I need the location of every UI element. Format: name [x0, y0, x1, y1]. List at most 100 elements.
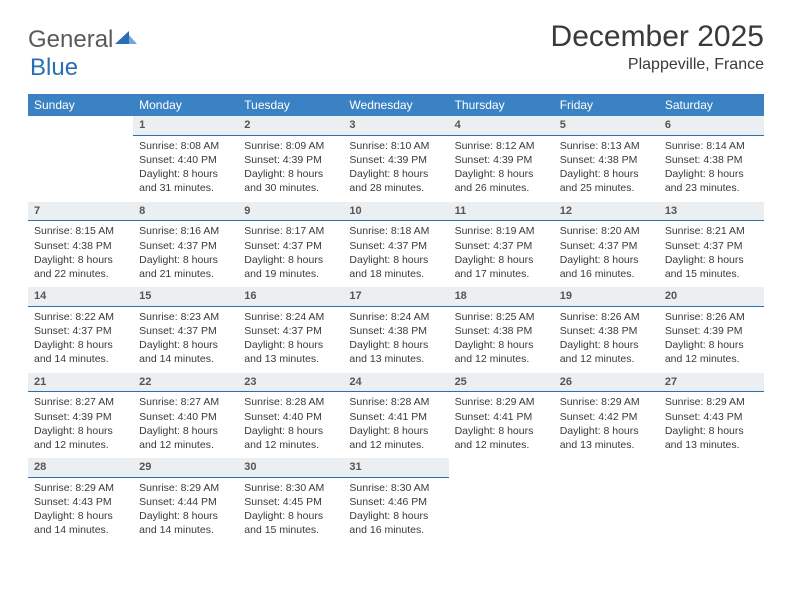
sunrise-text: Sunrise: 8:28 AM	[244, 395, 337, 409]
calendar-day-cell: 29Sunrise: 8:29 AMSunset: 4:44 PMDayligh…	[133, 458, 238, 544]
sunrise-text: Sunrise: 8:30 AM	[349, 481, 442, 495]
weekday-header: Friday	[554, 94, 659, 116]
day-details: Sunrise: 8:19 AMSunset: 4:37 PMDaylight:…	[449, 221, 554, 287]
weekday-header: Thursday	[449, 94, 554, 116]
daylight-text: Daylight: 8 hours and 12 minutes.	[455, 424, 548, 452]
title-block: December 2025 Plappeville, France	[551, 20, 764, 74]
day-details: Sunrise: 8:29 AMSunset: 4:43 PMDaylight:…	[28, 478, 133, 544]
day-number: 15	[133, 287, 238, 307]
sunset-text: Sunset: 4:38 PM	[34, 239, 127, 253]
calendar-day-cell: 24Sunrise: 8:28 AMSunset: 4:41 PMDayligh…	[343, 373, 448, 459]
day-number: 3	[343, 116, 448, 136]
sunset-text: Sunset: 4:37 PM	[139, 239, 232, 253]
daylight-text: Daylight: 8 hours and 26 minutes.	[455, 167, 548, 195]
day-number: 1	[133, 116, 238, 136]
calendar-day-cell: 4Sunrise: 8:12 AMSunset: 4:39 PMDaylight…	[449, 116, 554, 202]
day-details: Sunrise: 8:14 AMSunset: 4:38 PMDaylight:…	[659, 136, 764, 202]
sunrise-text: Sunrise: 8:29 AM	[455, 395, 548, 409]
day-number: 5	[554, 116, 659, 136]
day-details: Sunrise: 8:17 AMSunset: 4:37 PMDaylight:…	[238, 221, 343, 287]
day-number: 23	[238, 373, 343, 393]
month-title: December 2025	[551, 20, 764, 54]
sunset-text: Sunset: 4:38 PM	[349, 324, 442, 338]
day-details: Sunrise: 8:30 AMSunset: 4:45 PMDaylight:…	[238, 478, 343, 544]
calendar-day-cell: 6Sunrise: 8:14 AMSunset: 4:38 PMDaylight…	[659, 116, 764, 202]
daylight-text: Daylight: 8 hours and 25 minutes.	[560, 167, 653, 195]
sunset-text: Sunset: 4:37 PM	[139, 324, 232, 338]
weekday-header: Tuesday	[238, 94, 343, 116]
day-details: Sunrise: 8:18 AMSunset: 4:37 PMDaylight:…	[343, 221, 448, 287]
calendar-day-cell	[554, 458, 659, 544]
sunrise-text: Sunrise: 8:24 AM	[349, 310, 442, 324]
day-number: 29	[133, 458, 238, 478]
sunset-text: Sunset: 4:37 PM	[34, 324, 127, 338]
sunrise-text: Sunrise: 8:20 AM	[560, 224, 653, 238]
sunrise-text: Sunrise: 8:09 AM	[244, 139, 337, 153]
daylight-text: Daylight: 8 hours and 30 minutes.	[244, 167, 337, 195]
daylight-text: Daylight: 8 hours and 19 minutes.	[244, 253, 337, 281]
calendar-day-cell: 10Sunrise: 8:18 AMSunset: 4:37 PMDayligh…	[343, 202, 448, 288]
calendar-body: 1Sunrise: 8:08 AMSunset: 4:40 PMDaylight…	[28, 116, 764, 544]
day-number: 27	[659, 373, 764, 393]
day-number: 8	[133, 202, 238, 222]
sunrise-text: Sunrise: 8:24 AM	[244, 310, 337, 324]
day-details: Sunrise: 8:29 AMSunset: 4:43 PMDaylight:…	[659, 392, 764, 458]
calendar-day-cell: 5Sunrise: 8:13 AMSunset: 4:38 PMDaylight…	[554, 116, 659, 202]
calendar-day-cell: 13Sunrise: 8:21 AMSunset: 4:37 PMDayligh…	[659, 202, 764, 288]
day-number: 31	[343, 458, 448, 478]
calendar-day-cell: 8Sunrise: 8:16 AMSunset: 4:37 PMDaylight…	[133, 202, 238, 288]
sunset-text: Sunset: 4:41 PM	[455, 410, 548, 424]
daylight-text: Daylight: 8 hours and 16 minutes.	[560, 253, 653, 281]
day-number: 18	[449, 287, 554, 307]
day-number: 9	[238, 202, 343, 222]
day-number: 30	[238, 458, 343, 478]
daylight-text: Daylight: 8 hours and 14 minutes.	[139, 338, 232, 366]
day-number: 17	[343, 287, 448, 307]
daylight-text: Daylight: 8 hours and 13 minutes.	[560, 424, 653, 452]
day-details: Sunrise: 8:28 AMSunset: 4:40 PMDaylight:…	[238, 392, 343, 458]
sunrise-text: Sunrise: 8:18 AM	[349, 224, 442, 238]
day-number: 28	[28, 458, 133, 478]
day-details: Sunrise: 8:21 AMSunset: 4:37 PMDaylight:…	[659, 221, 764, 287]
daylight-text: Daylight: 8 hours and 31 minutes.	[139, 167, 232, 195]
daylight-text: Daylight: 8 hours and 12 minutes.	[139, 424, 232, 452]
calendar-week-row: 14Sunrise: 8:22 AMSunset: 4:37 PMDayligh…	[28, 287, 764, 373]
day-number: 14	[28, 287, 133, 307]
daylight-text: Daylight: 8 hours and 14 minutes.	[34, 338, 127, 366]
day-number: 13	[659, 202, 764, 222]
calendar-day-cell: 21Sunrise: 8:27 AMSunset: 4:39 PMDayligh…	[28, 373, 133, 459]
sunrise-text: Sunrise: 8:26 AM	[560, 310, 653, 324]
sunset-text: Sunset: 4:37 PM	[665, 239, 758, 253]
logo-text-general: General	[28, 26, 113, 54]
calendar-day-cell	[28, 116, 133, 202]
calendar-day-cell: 31Sunrise: 8:30 AMSunset: 4:46 PMDayligh…	[343, 458, 448, 544]
day-details: Sunrise: 8:27 AMSunset: 4:40 PMDaylight:…	[133, 392, 238, 458]
day-details: Sunrise: 8:13 AMSunset: 4:38 PMDaylight:…	[554, 136, 659, 202]
daylight-text: Daylight: 8 hours and 12 minutes.	[560, 338, 653, 366]
sunset-text: Sunset: 4:44 PM	[139, 495, 232, 509]
sunrise-text: Sunrise: 8:27 AM	[34, 395, 127, 409]
sunrise-text: Sunrise: 8:23 AM	[139, 310, 232, 324]
calendar-week-row: 28Sunrise: 8:29 AMSunset: 4:43 PMDayligh…	[28, 458, 764, 544]
day-details: Sunrise: 8:24 AMSunset: 4:38 PMDaylight:…	[343, 307, 448, 373]
calendar-day-cell: 19Sunrise: 8:26 AMSunset: 4:38 PMDayligh…	[554, 287, 659, 373]
calendar-week-row: 7Sunrise: 8:15 AMSunset: 4:38 PMDaylight…	[28, 202, 764, 288]
day-details: Sunrise: 8:26 AMSunset: 4:38 PMDaylight:…	[554, 307, 659, 373]
sunrise-text: Sunrise: 8:17 AM	[244, 224, 337, 238]
sunset-text: Sunset: 4:37 PM	[560, 239, 653, 253]
day-number: 21	[28, 373, 133, 393]
calendar-day-cell: 20Sunrise: 8:26 AMSunset: 4:39 PMDayligh…	[659, 287, 764, 373]
sunset-text: Sunset: 4:39 PM	[665, 324, 758, 338]
sunset-text: Sunset: 4:43 PM	[34, 495, 127, 509]
day-details: Sunrise: 8:29 AMSunset: 4:44 PMDaylight:…	[133, 478, 238, 544]
sunrise-text: Sunrise: 8:13 AM	[560, 139, 653, 153]
calendar-day-cell: 7Sunrise: 8:15 AMSunset: 4:38 PMDaylight…	[28, 202, 133, 288]
day-number: 11	[449, 202, 554, 222]
day-details: Sunrise: 8:16 AMSunset: 4:37 PMDaylight:…	[133, 221, 238, 287]
sunset-text: Sunset: 4:42 PM	[560, 410, 653, 424]
sunrise-text: Sunrise: 8:16 AM	[139, 224, 232, 238]
daylight-text: Daylight: 8 hours and 22 minutes.	[34, 253, 127, 281]
sunset-text: Sunset: 4:39 PM	[34, 410, 127, 424]
weekday-header: Monday	[133, 94, 238, 116]
sunrise-text: Sunrise: 8:26 AM	[665, 310, 758, 324]
